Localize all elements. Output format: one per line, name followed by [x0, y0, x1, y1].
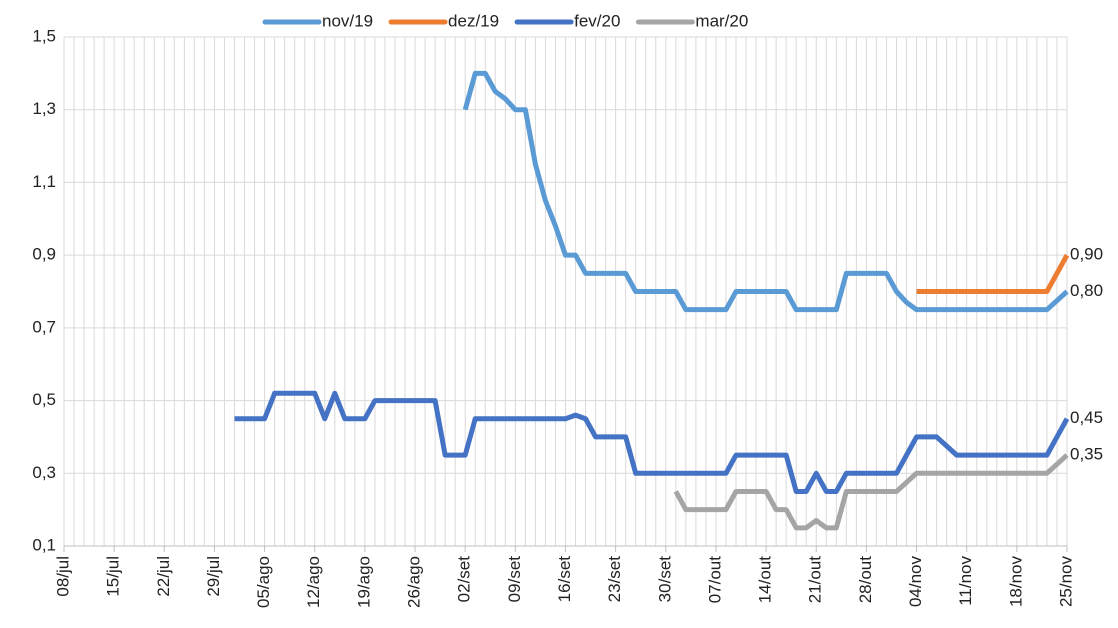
x-tick-label: 29/jul — [204, 556, 223, 597]
x-tick-label: 28/out — [856, 556, 875, 604]
x-tick-label: 07/out — [705, 556, 724, 604]
x-tick-label: 02/set — [455, 556, 474, 603]
data-label: 0,90 — [1070, 245, 1103, 264]
x-tick-label: 21/out — [806, 556, 825, 604]
series-line — [916, 253, 1070, 294]
legend-label: dez/19 — [448, 11, 499, 30]
y-tick-label: 0,9 — [32, 245, 56, 264]
y-tick-label: 1,1 — [32, 172, 56, 191]
x-tick-label: 15/jul — [104, 556, 123, 597]
y-tick-label: 1,3 — [32, 99, 56, 118]
y-tick-label: 0,7 — [32, 317, 56, 336]
x-tick-label: 04/nov — [906, 556, 925, 608]
legend-label: nov/19 — [322, 11, 373, 30]
data-label: 0,45 — [1070, 408, 1103, 427]
data-label: 0,80 — [1070, 281, 1103, 300]
x-tick-label: 09/set — [505, 556, 524, 603]
x-tick-label: 12/ago — [304, 556, 323, 608]
data-label: 0,35 — [1070, 445, 1103, 464]
y-tick-label: 1,5 — [32, 26, 56, 45]
legend-label: mar/20 — [695, 11, 748, 30]
x-tick-label: 19/ago — [354, 556, 373, 608]
x-tick-label: 11/nov — [956, 556, 975, 606]
series-line — [234, 390, 1070, 494]
series-line — [462, 70, 1069, 313]
x-tick-label: 14/out — [756, 556, 775, 604]
x-tick-label: 05/ago — [254, 556, 273, 608]
legend-label: fev/20 — [574, 11, 620, 30]
x-tick-label: 16/set — [555, 556, 574, 603]
x-tick-label: 26/ago — [405, 556, 424, 608]
x-tick-label: 25/nov — [1056, 556, 1075, 608]
y-tick-label: 0,1 — [32, 535, 56, 554]
x-tick-label: 30/set — [655, 556, 674, 603]
series-line — [673, 453, 1069, 531]
x-tick-label: 08/jul — [53, 556, 72, 597]
x-tick-label: 18/nov — [1006, 556, 1025, 608]
x-tick-label: 23/set — [605, 556, 624, 603]
y-tick-label: 0,3 — [32, 463, 56, 482]
y-tick-label: 0,5 — [32, 390, 56, 409]
x-tick-label: 22/jul — [154, 556, 173, 597]
